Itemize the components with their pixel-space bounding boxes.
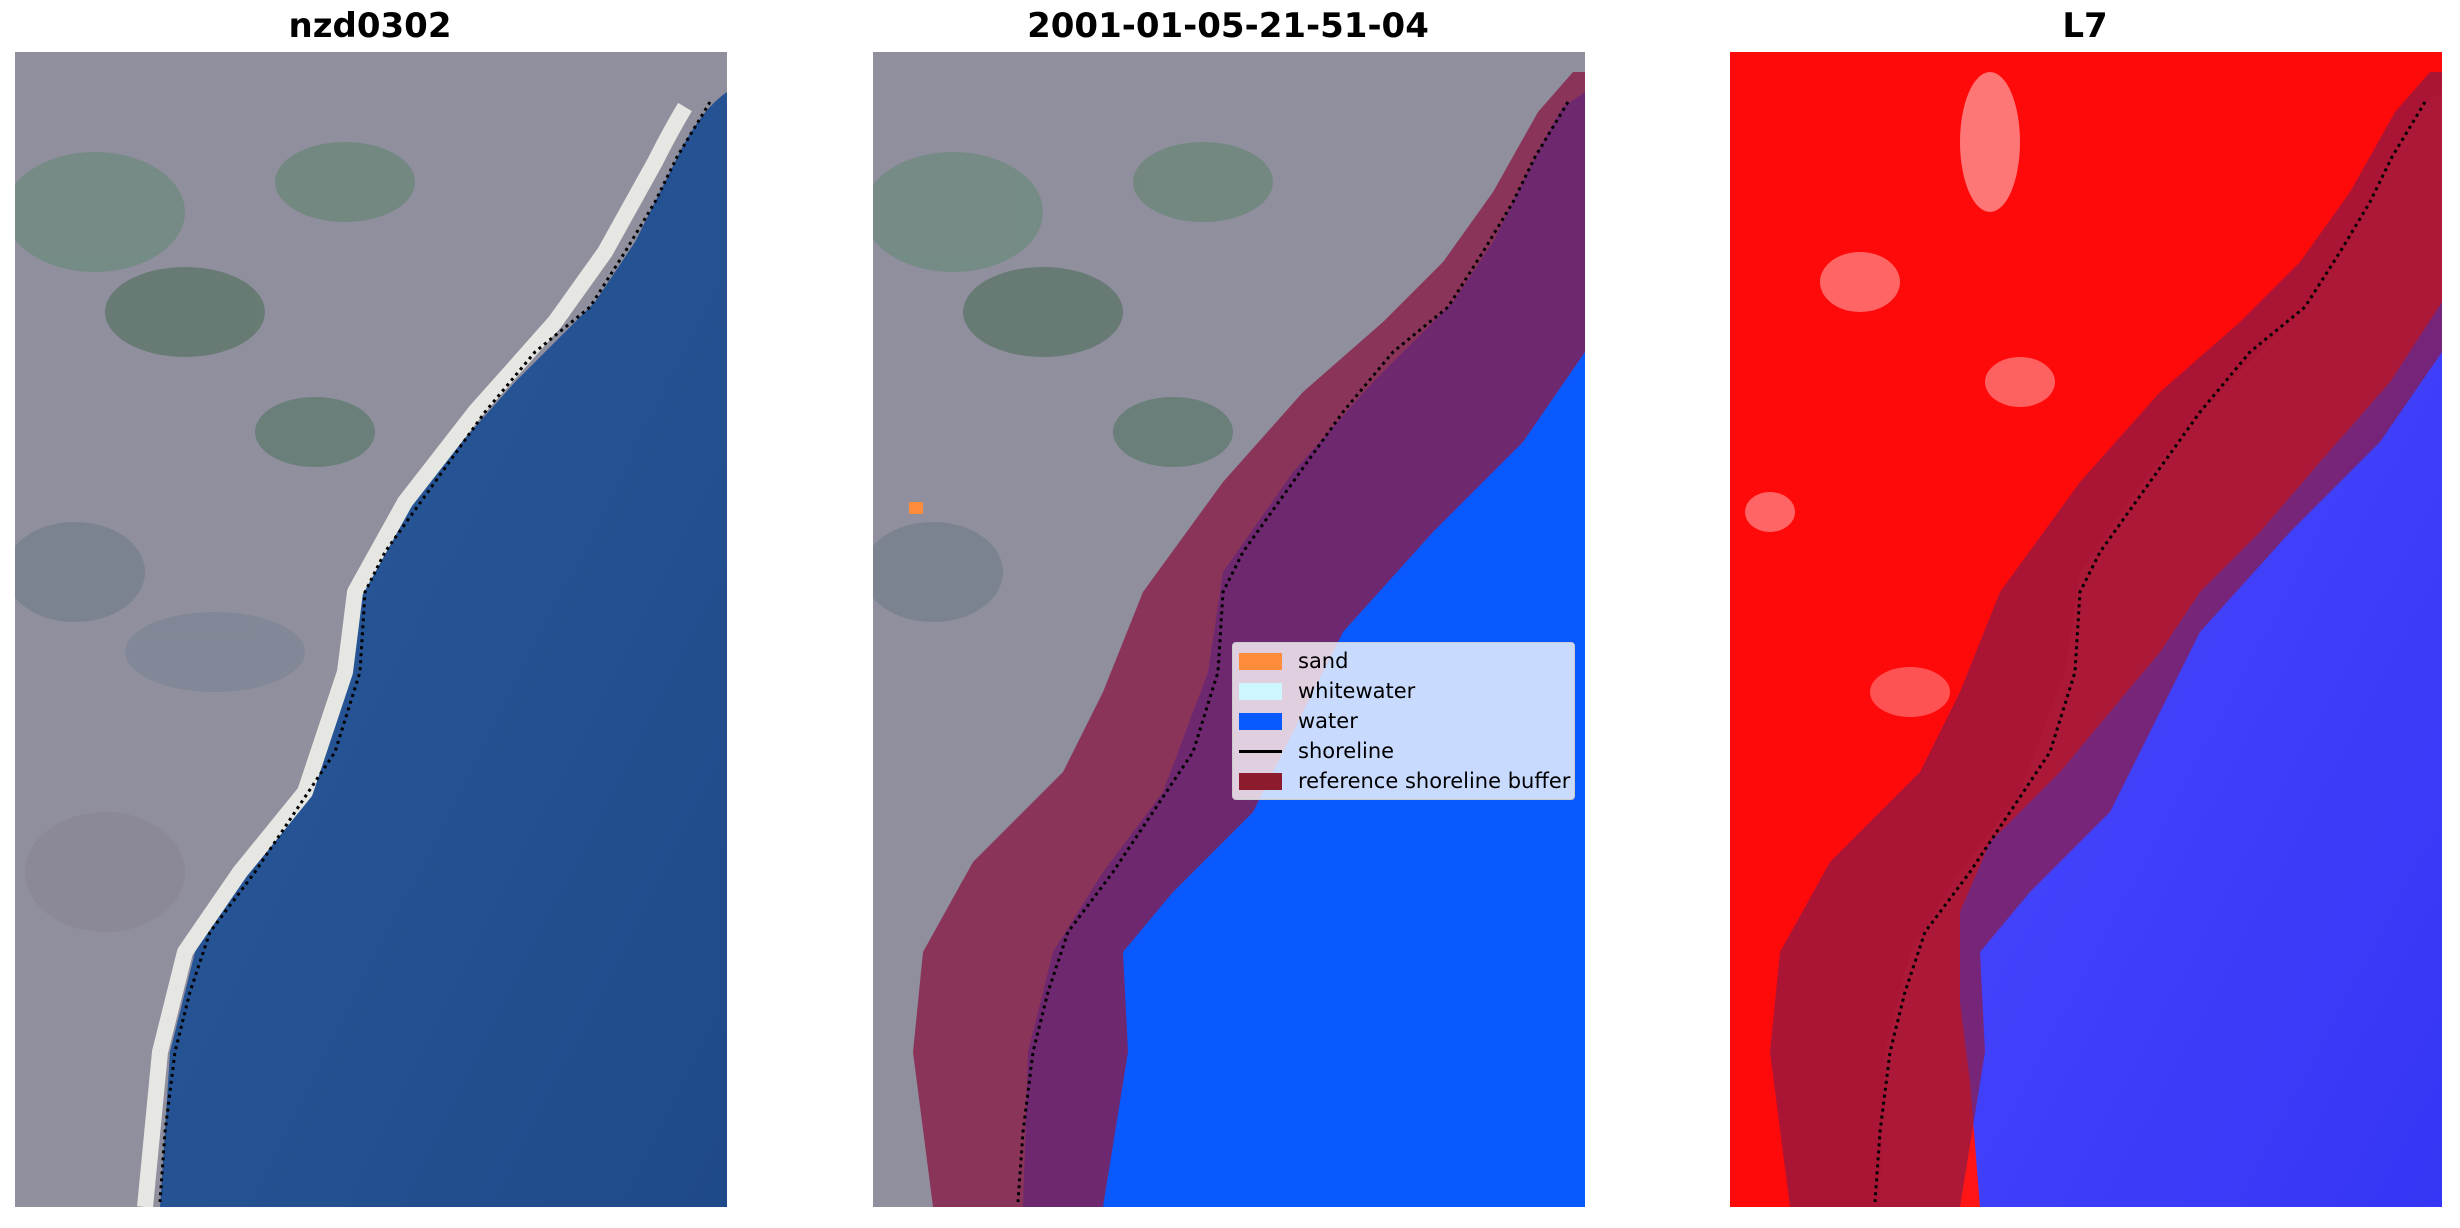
rgb-satellite-image: [15, 52, 727, 1207]
panel-title-date: 2001-01-05-21-51-04: [1027, 6, 1429, 46]
whitewater-swatch: [1239, 682, 1282, 700]
legend-item-buffer: reference shoreline buffer: [1239, 768, 1570, 794]
legend-item-shoreline: shoreline: [1239, 738, 1394, 764]
index-image-l7: [1730, 52, 2442, 1207]
legend-label-shoreline: shoreline: [1298, 739, 1395, 763]
shoreline-line-swatch: [1239, 749, 1282, 753]
legend-item-water: water: [1239, 708, 1358, 734]
sand-swatch: [1239, 652, 1282, 670]
panel-title-nzd0302: nzd0302: [288, 6, 452, 46]
legend-label-whitewater: whitewater: [1298, 679, 1416, 703]
classified-image: [873, 52, 1585, 1207]
legend-label-buffer: reference shoreline buffer: [1298, 769, 1571, 793]
legend-label-sand: sand: [1298, 649, 1349, 673]
legend-label-water: water: [1298, 709, 1358, 733]
legend-item-whitewater: whitewater: [1239, 678, 1415, 704]
panel-title-l7: L7: [2062, 6, 2108, 46]
water-swatch: [1239, 712, 1282, 730]
legend: sand whitewater water shoreline referenc…: [1232, 642, 1575, 800]
buffer-swatch: [1239, 772, 1282, 790]
legend-item-sand: sand: [1239, 648, 1348, 674]
